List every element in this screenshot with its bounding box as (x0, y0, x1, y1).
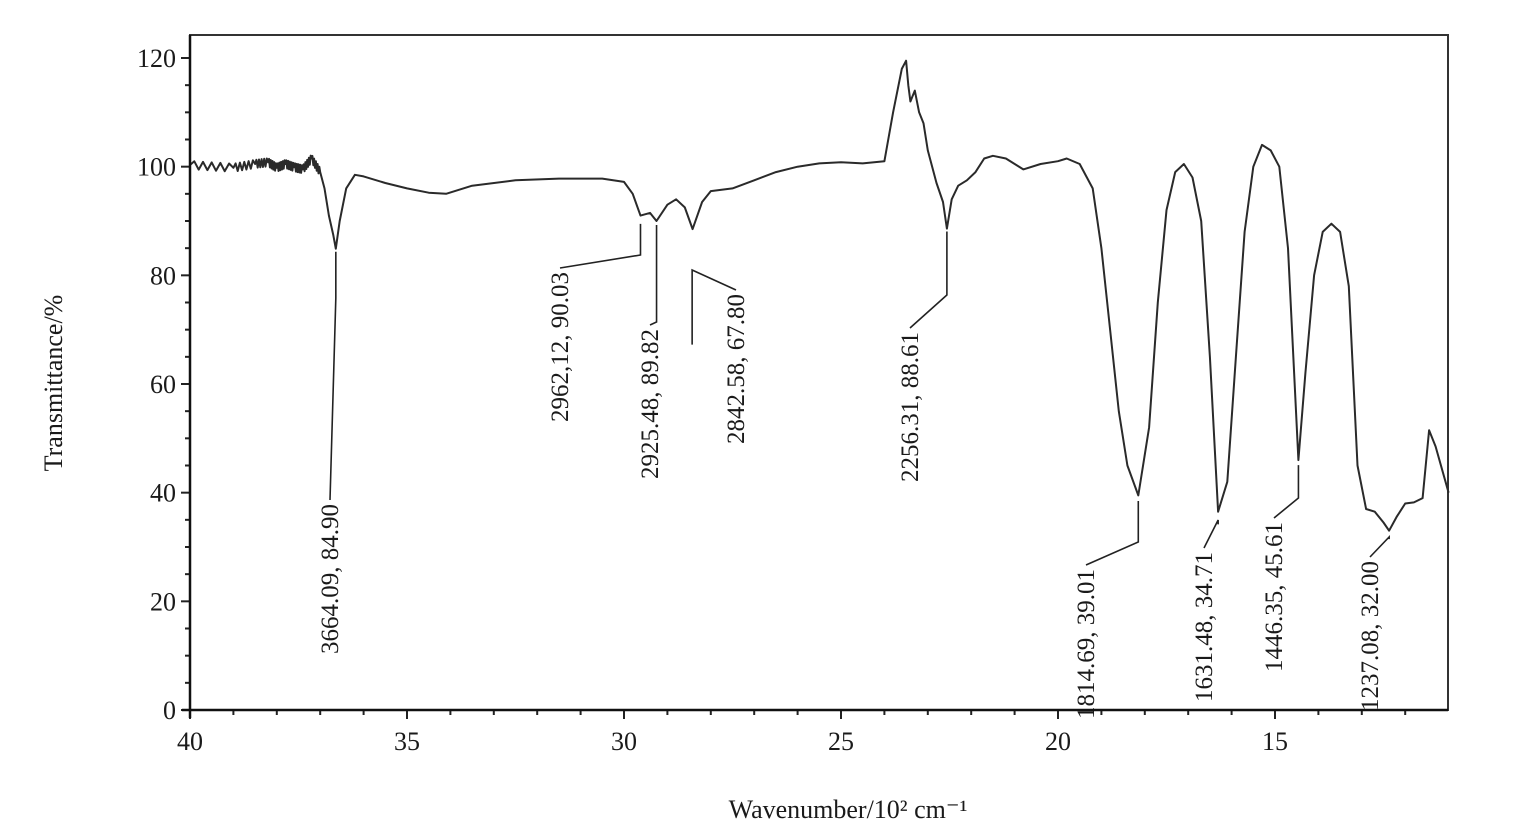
x-tick-label: 40 (177, 727, 203, 756)
annotation-label: 2256.31, 88.61 (897, 332, 924, 482)
peak-annotation: 3664.09, 84.90 (317, 251, 344, 654)
annotation-label: 2925.48, 89.82 (637, 329, 664, 479)
y-tick-label: 120 (137, 44, 176, 73)
annotation-leader (559, 223, 642, 269)
peak-annotation: 1446.35, 45.61 (1261, 465, 1300, 672)
y-tick-label: 0 (163, 696, 176, 725)
annotation-leader (649, 224, 658, 326)
annotation-label: 2842.58, 67.80 (723, 294, 750, 444)
peak-annotation: 2842.58, 67.80 (691, 268, 750, 444)
x-tick-label: 35 (394, 727, 420, 756)
annotation-label: 1446.35, 45.61 (1261, 522, 1288, 672)
x-tick-label: 20 (1045, 727, 1071, 756)
annotation-label: 1631.48, 34.71 (1191, 552, 1218, 702)
annotation-leader (329, 251, 337, 501)
annotation-label: 1814.69, 39.01 (1073, 569, 1100, 719)
tick-labels: 40 35 30 25 20 15 0 20 40 60 80 100 120 (137, 44, 1288, 756)
peak-annotation: 1237.08, 32.00 (1357, 535, 1390, 711)
y-tick-label: 60 (150, 370, 176, 399)
peak-annotation: 2925.48, 89.82 (637, 224, 664, 479)
y-axis-title: Transmittance/% (39, 295, 68, 472)
y-tick-label: 40 (150, 479, 176, 508)
peak-annotation: 2256.31, 88.61 (897, 231, 948, 482)
annotation-leader (1369, 535, 1390, 558)
peak-annotation: 1631.48, 34.71 (1191, 519, 1219, 702)
x-axis-title: Wavenumber/10² cm⁻¹ (729, 795, 968, 824)
spectrum-line (189, 59, 1450, 532)
annotation-label: 2962,12, 90.03 (547, 272, 574, 422)
annotation-leader (909, 231, 948, 329)
x-tick-label: 15 (1262, 727, 1288, 756)
peak-annotations: 3664.09, 84.90 2962,12, 90.03 2925.48, 89.… (317, 223, 1390, 719)
plot-frame (189, 34, 1449, 711)
annotation-leader (1203, 519, 1219, 549)
annotation-leader (691, 268, 737, 345)
axis-ticks (181, 57, 1407, 719)
y-tick-label: 20 (150, 587, 176, 616)
y-tick-label: 80 (150, 261, 176, 290)
annotation-label: 1237.08, 32.00 (1357, 561, 1384, 711)
x-tick-label: 30 (611, 727, 637, 756)
annotation-leader (1273, 465, 1300, 519)
annotation-leader (1085, 501, 1140, 566)
spectrum-layer (189, 59, 1450, 532)
peak-annotation: 1814.69, 39.01 (1073, 501, 1140, 719)
annotation-label: 3664.09, 84.90 (317, 504, 344, 654)
y-tick-label: 100 (137, 153, 176, 182)
x-tick-label: 25 (828, 727, 854, 756)
peak-annotation: 2962,12, 90.03 (547, 223, 642, 422)
